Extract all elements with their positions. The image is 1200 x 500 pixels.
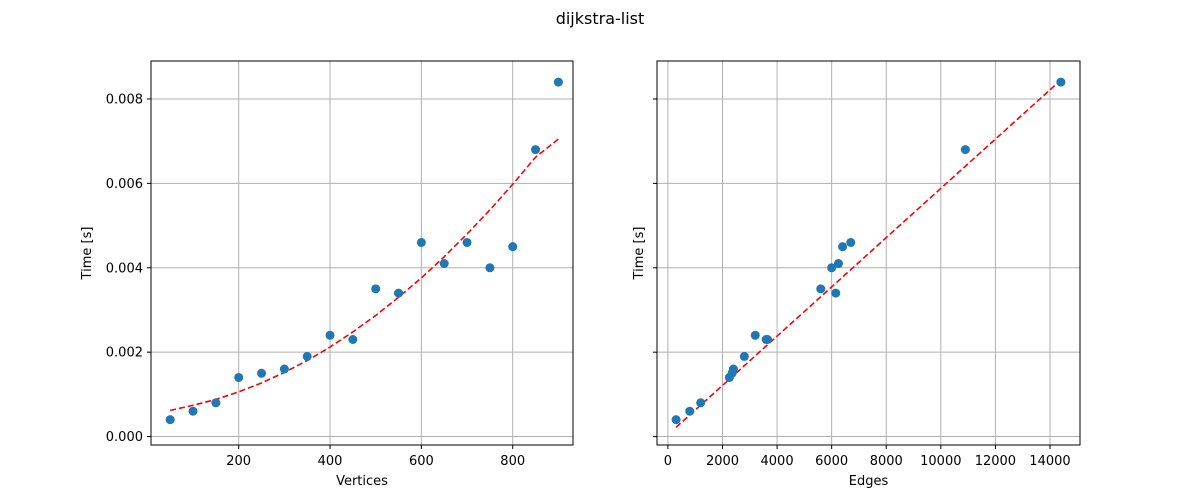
data-point-vertices-17 — [553, 77, 563, 87]
fit-line-edges — [675, 79, 1062, 428]
y-tick-label-0: 0.000 — [106, 430, 143, 445]
data-point-vertices-0 — [165, 415, 175, 425]
axes-frame-edges — [656, 60, 1081, 446]
fit-line-vertices — [170, 138, 559, 412]
x-axis-label-vertices: Vertices — [336, 474, 388, 489]
data-point-edges-13 — [833, 259, 843, 269]
x-tick-label-1: 400 — [318, 454, 343, 469]
y-tick-label-2: 0.004 — [106, 261, 143, 276]
data-point-edges-7 — [750, 330, 760, 340]
data-point-vertices-1 — [188, 406, 198, 416]
data-point-vertices-14 — [485, 263, 495, 273]
data-point-edges-12 — [831, 288, 841, 298]
x-tick-label-7: 14000 — [1029, 454, 1070, 469]
data-point-vertices-3 — [234, 372, 244, 382]
data-point-vertices-16 — [531, 145, 541, 155]
data-point-edges-9 — [763, 335, 773, 345]
data-point-edges-0 — [671, 415, 681, 425]
y-tick-label-4: 0.008 — [106, 92, 143, 107]
data-point-edges-17 — [1056, 77, 1066, 87]
data-point-edges-15 — [846, 237, 856, 247]
data-point-vertices-6 — [302, 351, 312, 361]
x-tick-label-0: 200 — [226, 454, 251, 469]
x-tick-label-2: 600 — [409, 454, 434, 469]
x-tick-label-6: 12000 — [975, 454, 1016, 469]
data-point-edges-2 — [696, 398, 706, 408]
x-axis-label-edges: Edges — [849, 474, 889, 489]
y-axis-label-edges: Time [s] — [632, 227, 647, 281]
data-point-vertices-13 — [462, 237, 472, 247]
data-point-vertices-2 — [211, 398, 221, 408]
data-point-vertices-15 — [508, 242, 518, 252]
data-point-vertices-9 — [371, 284, 381, 294]
data-point-vertices-10 — [394, 288, 404, 298]
axes-frame-vertices — [150, 60, 574, 446]
data-point-edges-1 — [685, 406, 695, 416]
x-tick-label-2: 4000 — [761, 454, 794, 469]
data-point-vertices-4 — [257, 368, 267, 378]
y-axis-label-vertices: Time [s] — [80, 227, 95, 281]
data-point-vertices-7 — [325, 330, 335, 340]
y-tick-label-1: 0.002 — [106, 346, 143, 361]
data-point-vertices-5 — [279, 364, 289, 374]
figure-suptitle: dijkstra-list — [556, 9, 645, 28]
x-tick-label-4: 8000 — [870, 454, 903, 469]
x-tick-label-0: 0 — [664, 454, 672, 469]
x-tick-label-1: 2000 — [706, 454, 739, 469]
x-tick-label-3: 6000 — [815, 454, 848, 469]
data-point-vertices-11 — [416, 237, 426, 247]
data-point-vertices-8 — [348, 335, 358, 345]
x-tick-label-3: 800 — [500, 454, 525, 469]
data-point-edges-11 — [827, 263, 837, 273]
data-point-edges-5 — [728, 364, 738, 374]
data-point-edges-6 — [739, 351, 749, 361]
data-point-edges-14 — [838, 242, 848, 252]
data-point-edges-10 — [816, 284, 826, 294]
chart-panel-vertices: 200 400 600 800 0.000 0.002 0.004 0.006 0.008 Ver… — [80, 60, 574, 489]
data-point-edges-16 — [960, 145, 970, 155]
chart-panel-edges: 0 2000 4000 6000 8000 10000 12000 14000 Edges Tim… — [632, 60, 1081, 489]
data-point-vertices-12 — [439, 259, 449, 269]
x-tick-label-5: 10000 — [920, 454, 961, 469]
y-tick-label-3: 0.006 — [106, 177, 143, 192]
